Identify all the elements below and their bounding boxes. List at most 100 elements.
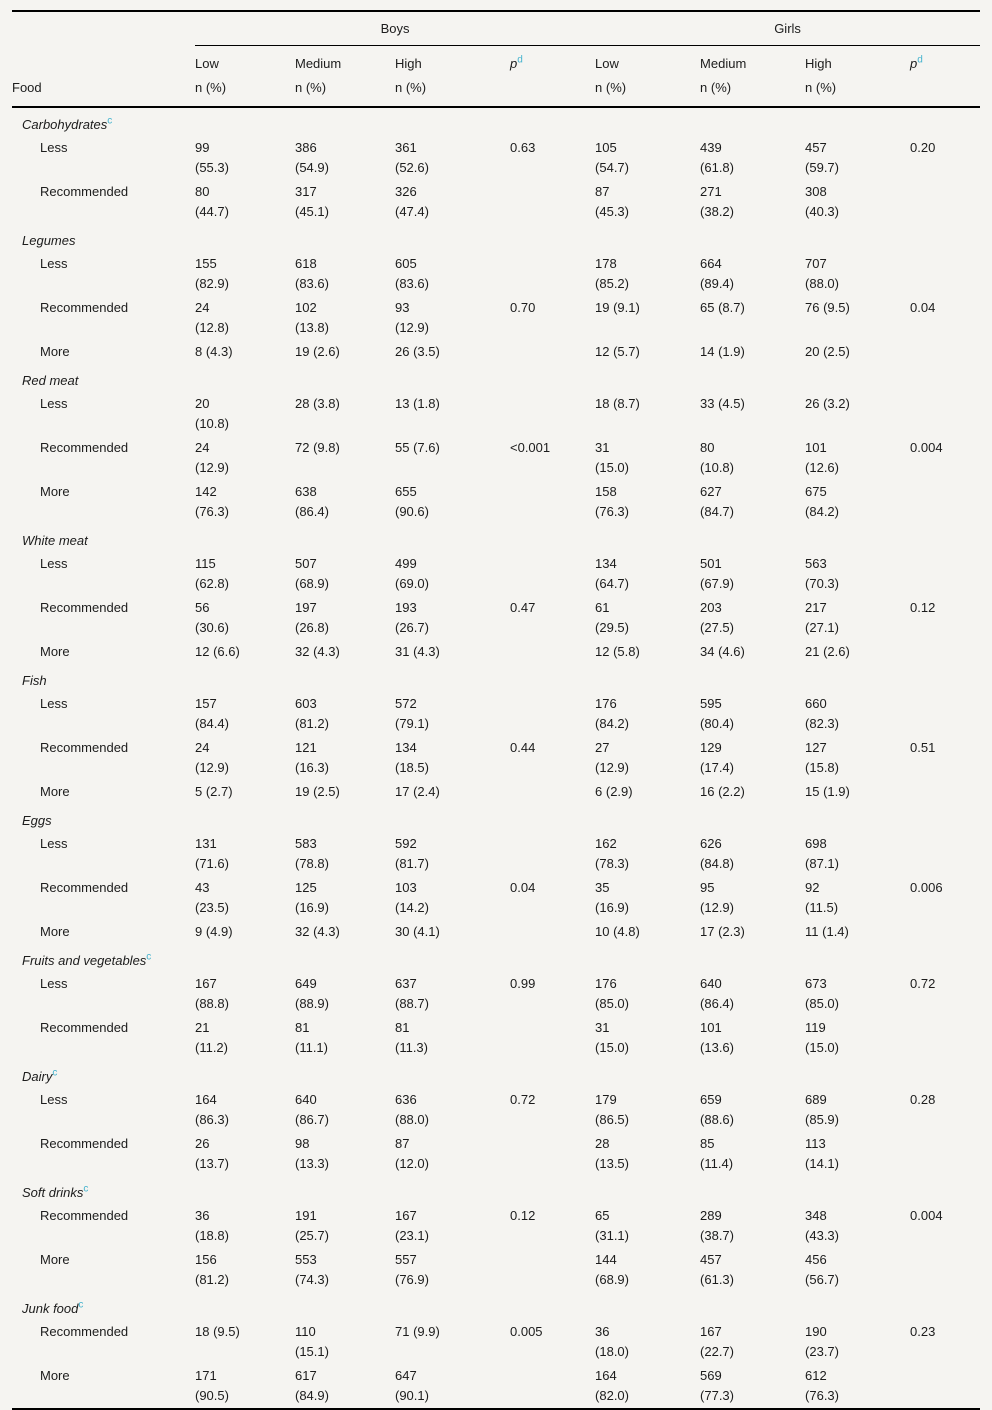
group-header-boys: Boys — [195, 11, 596, 46]
p-value-cell: 0.04 — [910, 300, 936, 315]
p-value-cell: 0.99 — [510, 976, 536, 991]
data-cell: 110 (15.1) — [295, 1324, 329, 1359]
data-cell: 98 (13.3) — [295, 1136, 329, 1171]
p-value-cell — [510, 640, 595, 664]
data-cell: 164 (86.3) — [195, 1092, 229, 1127]
data-cell: 99 (55.3) — [195, 140, 229, 175]
data-cell: 592 (81.7) — [395, 836, 429, 871]
data-cell: 34 (4.6) — [700, 644, 745, 659]
data-cell: 12 (5.7) — [595, 344, 640, 359]
p-value-cell — [510, 480, 595, 524]
data-cell: 13 (1.8) — [395, 396, 440, 411]
food-category-text: Legumes — [22, 233, 76, 248]
row-label: Recommended — [40, 184, 129, 199]
data-cell: 26 (3.2) — [805, 396, 850, 411]
p-value-cell — [510, 692, 595, 736]
data-cell: 36 (18.8) — [195, 1208, 229, 1243]
corner-cell — [12, 11, 195, 46]
data-cell: 33 (4.5) — [700, 396, 745, 411]
data-cell: 649 (88.9) — [295, 976, 329, 1011]
data-cell: 675 (84.2) — [805, 484, 839, 519]
data-cell: 612 (76.3) — [805, 1368, 839, 1403]
data-cell: 32 (4.3) — [295, 924, 340, 939]
data-cell: 572 (79.1) — [395, 696, 429, 731]
row-label: Less — [40, 256, 68, 271]
p-value-cell: 0.004 — [910, 440, 943, 455]
p-value-cell — [910, 1364, 980, 1409]
empty-header-cell — [910, 76, 980, 107]
table-row: More 8 (4.3) 19 (2.6) 26 (3.5) 12 (5.7) 14 (1… — [12, 340, 980, 364]
p-value-cell — [510, 1016, 595, 1060]
data-cell: 61 (29.5) — [595, 600, 629, 635]
table-row: Less 164 (86.3) 640 (86.7) 636 (88.0) 0.72 17… — [12, 1088, 980, 1132]
data-cell: 638 (86.4) — [295, 484, 329, 519]
food-habits-table: Boys Girls Low Medium High pd Low Medium… — [12, 10, 981, 1410]
food-category-text: Fish — [22, 673, 47, 688]
data-cell: 20 (10.8) — [195, 396, 229, 431]
p-label: p — [510, 56, 518, 71]
footnote-c-link[interactable]: c — [83, 1183, 89, 1195]
footnote-d-link[interactable]: d — [917, 54, 923, 66]
group-header-row: Boys Girls — [12, 11, 981, 46]
food-category-label: Eggs — [12, 804, 980, 832]
data-cell: 664 (89.4) — [700, 256, 734, 291]
data-cell: 125 (16.9) — [295, 880, 329, 915]
row-label: Less — [40, 140, 68, 155]
footnote-c-link[interactable]: c — [78, 1299, 84, 1311]
col-header-boys-p: pd — [510, 46, 595, 77]
data-cell: 157 (84.4) — [195, 696, 229, 731]
row-label: More — [40, 1252, 70, 1267]
group-header-girls: Girls — [595, 11, 981, 46]
data-cell: 191 (25.7) — [295, 1208, 329, 1243]
data-cell: 17 (2.3) — [700, 924, 745, 939]
row-label: Recommended — [40, 1020, 129, 1035]
row-label: Recommended — [40, 880, 129, 895]
p-value-cell: 0.23 — [910, 1324, 936, 1339]
table-header: Boys Girls Low Medium High pd Low Medium… — [12, 11, 981, 107]
footnote-c-link[interactable]: c — [52, 1067, 58, 1079]
food-category-label: Junk foodc — [12, 1292, 980, 1320]
col-header-girls-p: pd — [910, 46, 980, 77]
data-cell: 179 (86.5) — [595, 1092, 629, 1127]
table-row: More 5 (2.7) 19 (2.5) 17 (2.4) 6 (2.9) 16 (2.… — [12, 780, 980, 804]
section-header-row: Eggs — [12, 804, 980, 832]
subheader-row: Low Medium High pd Low Medium High pd — [12, 46, 980, 77]
data-cell: 193 (26.7) — [395, 600, 429, 635]
data-cell: 134 (64.7) — [595, 556, 629, 591]
p-value-cell — [510, 340, 595, 364]
row-label: Less — [40, 556, 68, 571]
data-cell: 127 (15.8) — [805, 740, 839, 775]
data-cell: 18 (8.7) — [595, 396, 640, 411]
footnote-d-link[interactable]: d — [517, 54, 523, 66]
table-row: Recommended 18 (9.5) 110 (15.1) 71 (9.9) 0.0… — [12, 1320, 980, 1364]
data-cell: 660 (82.3) — [805, 696, 839, 731]
data-cell: 11 (1.4) — [805, 924, 849, 939]
table-row: Recommended 24 (12.9) 72 (9.8) 55 (7.6) <0.0… — [12, 436, 980, 480]
food-category-text: Eggs — [22, 813, 52, 828]
footnote-c-link[interactable]: c — [146, 951, 152, 963]
table-row: More 156 (81.2) 553 (74.3) 557 (76.9) 144 (6… — [12, 1248, 980, 1292]
data-cell: 119 (15.0) — [805, 1020, 839, 1055]
data-cell: 101 (13.6) — [700, 1020, 734, 1055]
row-label: More — [40, 484, 70, 499]
row-label: Recommended — [40, 600, 129, 615]
table-row: Less 157 (84.4) 603 (81.2) 572 (79.1) 176 (8… — [12, 692, 980, 736]
data-cell: 36 (18.0) — [595, 1324, 629, 1359]
data-cell: 24 (12.8) — [195, 300, 229, 335]
data-cell: 14 (1.9) — [700, 344, 745, 359]
data-cell: 456 (56.7) — [805, 1252, 839, 1287]
row-label: Less — [40, 1092, 68, 1107]
p-value-cell — [910, 1016, 980, 1060]
col-header-girls-high: High — [805, 56, 832, 71]
data-cell: 158 (76.3) — [595, 484, 629, 519]
row-label: Recommended — [40, 300, 129, 315]
data-cell: 190 (23.7) — [805, 1324, 839, 1359]
data-cell: 103 (14.2) — [395, 880, 429, 915]
food-category-label: White meat — [12, 524, 980, 552]
p-value-cell — [510, 252, 595, 296]
footnote-c-link[interactable]: c — [107, 115, 113, 127]
p-value-cell — [910, 832, 980, 876]
data-cell: 85 (11.4) — [700, 1136, 734, 1171]
col-header-girls-low: Low — [595, 56, 619, 71]
data-cell: 35 (16.9) — [595, 880, 629, 915]
